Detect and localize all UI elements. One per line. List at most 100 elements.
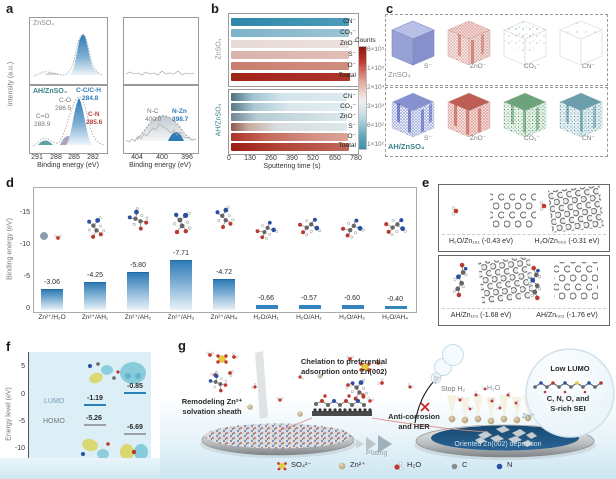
d-bar-value: -4.72 xyxy=(216,269,232,276)
d-bar-value: -0.40 xyxy=(387,296,403,303)
d-bar-value: -0.66 xyxy=(258,295,274,302)
d-bar xyxy=(256,305,278,309)
panel-d-label: d xyxy=(6,175,14,190)
g-h2o-text: H₂O xyxy=(487,385,501,392)
cube-label: ZnO⁻ xyxy=(470,63,487,70)
zn-ion-icon xyxy=(338,462,346,470)
tofsims-row-label: O⁻ xyxy=(347,62,357,69)
panel-g-label: g xyxy=(178,338,186,353)
d-ytick: -5 xyxy=(23,273,30,280)
xps-n1s-ahznso4-curves xyxy=(125,115,197,143)
f-ytick: -10 xyxy=(14,445,25,452)
d-bar-value: -4.25 xyxy=(87,272,103,279)
cube-label: CO₃⁻ xyxy=(524,63,540,70)
d-bar-value: -0.57 xyxy=(301,295,317,302)
tofsims-bar-total xyxy=(231,73,350,81)
tofsims-bar-o xyxy=(231,62,349,70)
ah-lumo-level xyxy=(84,404,106,406)
d-cat-label: Zn²⁺/AH₂ xyxy=(124,314,152,321)
tofsims-3d-znso4-box xyxy=(385,14,608,86)
d-bar xyxy=(213,279,235,310)
panel-f-label: f xyxy=(6,339,11,354)
g-scene xyxy=(200,344,615,460)
d-molecules xyxy=(40,204,410,242)
d-cat-label: H₂O/AH₄ xyxy=(382,314,408,321)
xps-n1s-znso4-plot xyxy=(123,17,199,85)
c1s-xtick: 291 xyxy=(31,154,43,161)
peak-ccch-name: C-C/C-H xyxy=(76,87,101,94)
ah-homo-value: -5.26 xyxy=(86,415,102,422)
g-anticorrosion-text: Anti-corrosion xyxy=(388,412,440,421)
sample-label-ahznso4: AH/ZnSO₄ xyxy=(33,88,68,95)
peak-nc-name: N-C xyxy=(147,108,159,115)
d-bar xyxy=(127,272,149,310)
peak-c2o-name: C=O xyxy=(36,113,50,120)
d-ytick: -10 xyxy=(19,241,30,248)
h2o-lumo-value: -0.85 xyxy=(127,383,143,390)
sample-label-znso4: ZnSO₄ xyxy=(33,20,55,27)
h2o-homo-level xyxy=(124,433,146,435)
tofsims-bar-zno xyxy=(231,40,349,48)
g-bubble-text: C, N, O, and xyxy=(546,394,590,403)
d-cat-label: Zn²⁺/AH₄ xyxy=(210,314,238,321)
tofsims-row-label: CN⁻ xyxy=(343,18,356,25)
f-orbitals xyxy=(81,362,148,464)
tofsims-bar-o xyxy=(231,133,348,141)
c1s-xtick: 285 xyxy=(68,154,80,161)
b-xtick: 780 xyxy=(350,155,362,162)
d-bar xyxy=(41,289,63,310)
d-cat-label: H₂O/AH₂ xyxy=(296,314,322,321)
tofsims-bar-co3 xyxy=(231,103,347,111)
d-bar xyxy=(170,260,192,310)
c1s-xlabel: Binding energy (eV) xyxy=(37,162,99,169)
legend-sulfate-label: SO₄²⁻ xyxy=(291,460,312,469)
water-icon xyxy=(394,461,403,471)
panel-c-label: c xyxy=(386,1,394,16)
tofsims-row-label: O⁻ xyxy=(347,133,357,140)
ah-lumo-value: -1.19 xyxy=(87,395,103,402)
g-zn-ion-text: Zn²⁺ xyxy=(522,413,536,420)
d-bar-value: -3.06 xyxy=(44,279,60,286)
c1s-xtick: 282 xyxy=(87,154,99,161)
g-chelation-text: adsorption onto Zn(002) xyxy=(301,367,387,376)
tofsims-znso4-panel: CN⁻ CO₃⁻ ZnO⁻ S⁻ O⁻ Toatal xyxy=(228,13,359,87)
cube-co3-ahznso4 xyxy=(503,92,547,138)
tofsims-row-label: ZnO⁻ xyxy=(339,113,356,120)
peak-cn-name: C-N xyxy=(88,111,100,118)
peak-cn-value: 285.6 xyxy=(86,119,103,126)
cube-zno-ahznso4 xyxy=(447,92,491,138)
colorbar-tick: 6×10⁵ xyxy=(367,46,385,53)
d-bar-value: -7.71 xyxy=(173,250,189,257)
peak-co-name: C-O xyxy=(59,97,71,104)
h2o-lumo-level xyxy=(124,392,146,394)
tofsims-ahznso4-panel: CN⁻ CO₃⁻ ZnO⁻ S⁻ O⁻ Toatal xyxy=(228,89,359,155)
legend-h2o-label: H₂O xyxy=(407,460,422,469)
tofsims-row-label: CO₃⁻ xyxy=(340,29,356,36)
tofsims-bar-s xyxy=(231,123,347,131)
sulfate-icon xyxy=(277,462,287,471)
b-xtick: 260 xyxy=(265,155,277,162)
peak-nc-value: 400.0 xyxy=(145,116,162,123)
colorbar-tick: 6×10² xyxy=(367,122,384,129)
n1s-xlabel: Binding energy (eV) xyxy=(129,162,191,169)
b-xlabel: Sputtering time (s) xyxy=(263,163,321,170)
g-remodeling-text: Remodeling Zn²⁺ xyxy=(181,397,243,406)
b-xtick: 0 xyxy=(227,155,231,162)
tofsims-row-label: S⁻ xyxy=(348,51,356,58)
panel-a-label: a xyxy=(6,1,14,16)
e-caption: H₂O/Zn₁₀₁ (-0.43 eV) xyxy=(448,238,514,245)
g-anticorrosion-text: and HER xyxy=(398,422,430,431)
b-xtick: 130 xyxy=(244,155,256,162)
c-bottom-sample-label: AH/ZnSO₄ xyxy=(388,142,425,151)
tofsims-3d-ahznso4-box xyxy=(385,87,608,157)
b-xtick: 520 xyxy=(307,155,319,162)
b-xtick: 390 xyxy=(286,155,298,162)
tofsims-bar-co3 xyxy=(231,29,349,37)
cube-label: CN⁻ xyxy=(582,63,595,70)
d-bar-value: -5.80 xyxy=(130,262,146,269)
tofsims-bar-cn xyxy=(231,93,347,101)
colorbar-tick: 1×10² xyxy=(367,141,384,148)
b-bottom-sample-label: AH/ZnSO₄ xyxy=(215,103,223,137)
b-top-sample-label: ZnSO₄ xyxy=(215,38,223,60)
